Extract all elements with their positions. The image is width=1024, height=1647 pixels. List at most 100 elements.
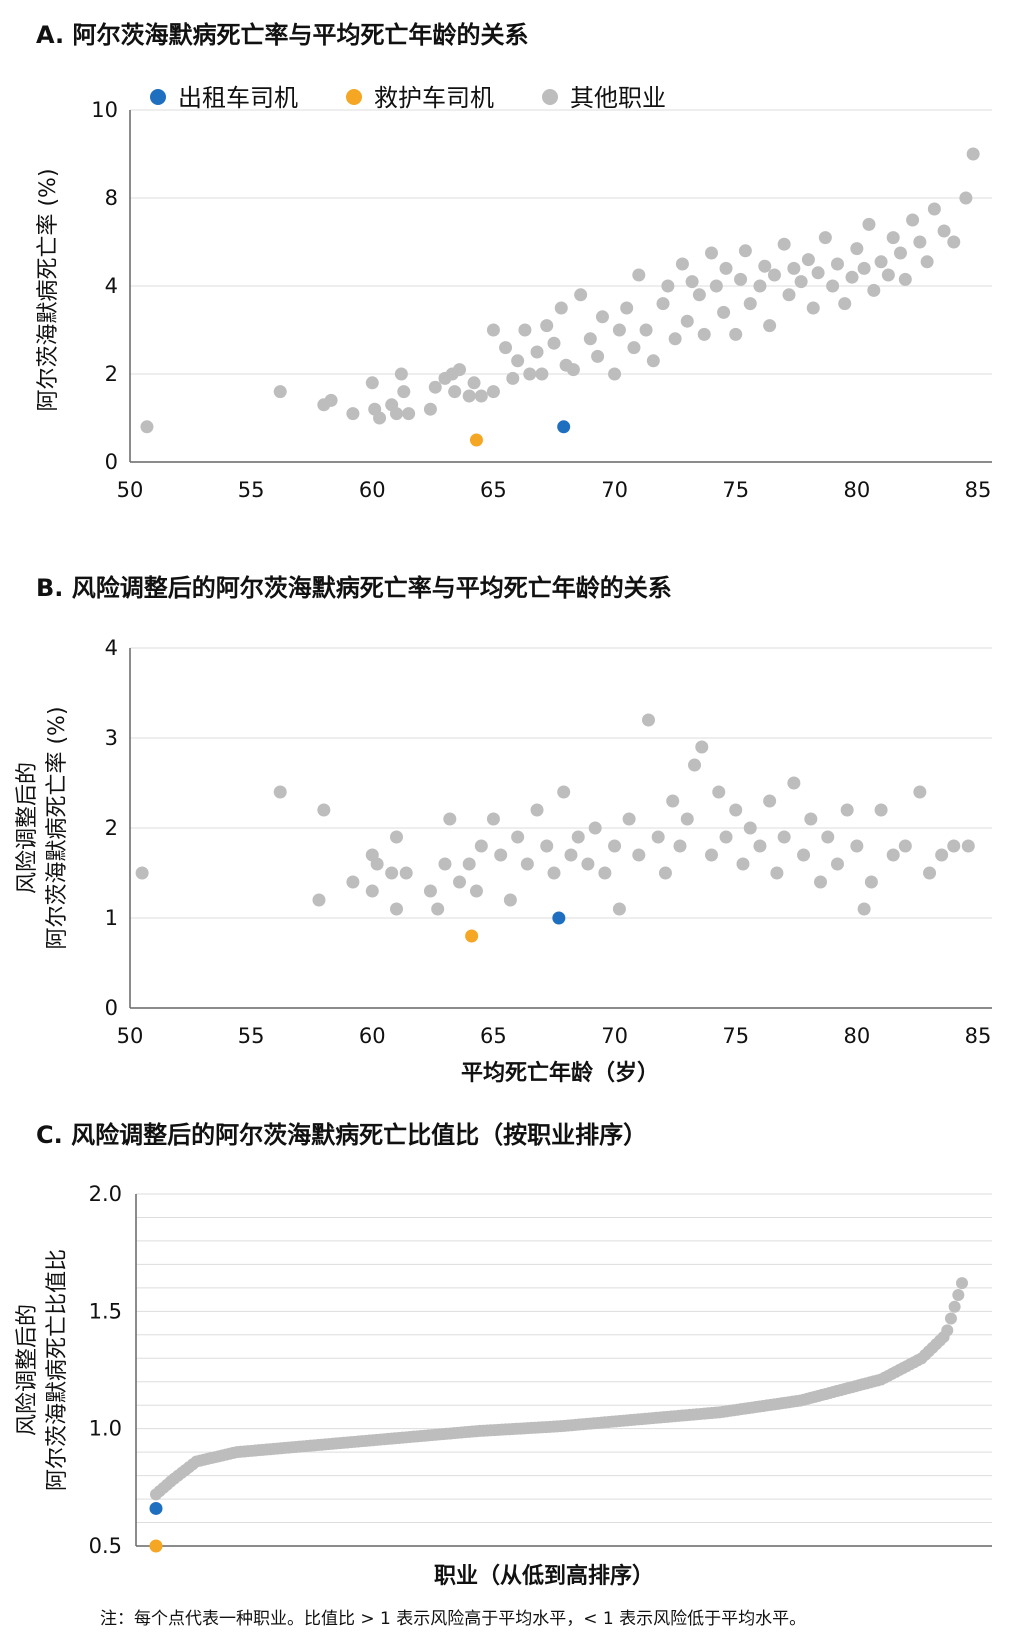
panel-a-point-other: [547, 336, 561, 350]
panel-b-point-other: [658, 866, 672, 880]
panel-b-point-other: [494, 848, 508, 862]
panel-a-x-tick: 85: [965, 478, 992, 502]
panel-a-point-other: [959, 191, 973, 205]
panel-c-title: C. 风险调整后的阿尔茨海默病死亡比值比（按职业排序）: [36, 1121, 647, 1149]
panel-a-point-other: [506, 371, 520, 385]
legend-marker: [150, 89, 166, 105]
panel-b-point-other: [135, 866, 149, 880]
panel-b-x-axis-label: 平均死亡年龄（岁）: [461, 1060, 659, 1086]
panel-b-point-other: [423, 884, 437, 898]
panel-b-point-other: [622, 812, 636, 826]
panel-a-point-other: [583, 332, 597, 346]
panel-b-point-other: [770, 866, 784, 880]
panel-a-point-other: [838, 297, 852, 311]
panel-a-point-other: [709, 279, 723, 293]
panel-a-y-axis-label: 阿尔茨海默病死亡率 (%): [36, 168, 61, 411]
panel-c-point-other: [948, 1300, 961, 1313]
panel-a-point-other: [523, 367, 537, 381]
panel-c-y-tick: 1.5: [89, 1299, 122, 1323]
panel-a-point-other: [734, 272, 748, 286]
panel-a-y-tick: 0: [105, 450, 118, 474]
panel-a-point-other: [818, 231, 832, 245]
panel-c-point-taxi: [149, 1501, 163, 1515]
panel-b-y-tick: 4: [105, 636, 118, 660]
panel-b-point-other: [462, 857, 476, 871]
panel-b-point-other: [898, 839, 912, 853]
panel-b-point-other: [673, 839, 687, 853]
panel-b-point-other: [632, 848, 646, 862]
panel-a-point-other: [535, 367, 549, 381]
panel-b: B. 风险调整后的阿尔茨海默病死亡率与平均死亡年龄的关系 0 1 2 3 4 50 55 60…: [15, 574, 992, 1086]
panel-a: A. 阿尔茨海默病死亡率与平均死亡年龄的关系 0 2 4 8 10 50 55 60 65 70 7…: [36, 21, 992, 502]
panel-b-point-other: [443, 812, 457, 826]
panel-a-point-other: [394, 367, 408, 381]
panel-a-point-other: [486, 323, 500, 337]
panel-b-point-other: [804, 812, 818, 826]
panel-c-y-axis-label-line2: 阿尔茨海默病死亡比值比: [45, 1249, 70, 1491]
panel-c-x-axis-label: 职业（从低到高排序）: [434, 1563, 654, 1589]
panel-b-point-other: [923, 866, 937, 880]
panel-b-x-tick: 70: [601, 1024, 628, 1048]
panel-b-point-other: [736, 857, 750, 871]
panel-a-point-other: [719, 261, 733, 275]
panel-b-point-other: [864, 875, 878, 889]
panel-b-point-other: [777, 830, 791, 844]
panel-b-x-tick: 85: [965, 1024, 992, 1048]
legend-label: 其他职业: [570, 84, 666, 112]
panel-a-point-other: [697, 327, 711, 341]
panel-a-point-other: [511, 354, 525, 368]
panel-a-point-other: [777, 237, 791, 251]
panel-b-point-ambulance: [465, 929, 479, 943]
panel-a-x-tick: 65: [480, 478, 507, 502]
panel-a-point-other: [743, 297, 757, 311]
panel-a-point-other: [704, 246, 718, 260]
panel-b-point-other: [947, 839, 961, 853]
panel-a-point-other: [646, 354, 660, 368]
panel-c: C. 风险调整后的阿尔茨海默病死亡比值比（按职业排序） 0.5 1.0 1.5 2.0…: [15, 1121, 992, 1589]
panel-a-point-other: [685, 275, 699, 289]
panel-a-y-tick: 4: [105, 274, 118, 298]
panel-a-point-other: [530, 345, 544, 359]
panel-b-point-other: [312, 893, 326, 907]
panel-b-point-other: [763, 794, 777, 808]
panel-a-point-other: [692, 288, 706, 302]
panel-a-point-other: [794, 275, 808, 289]
panel-c-point-other: [952, 1288, 965, 1301]
panel-a-point-other: [811, 266, 825, 280]
panel-a-point-other: [486, 385, 500, 399]
panel-a-point-other: [612, 323, 626, 337]
panel-b-point-other: [503, 893, 517, 907]
panel-a-point-other: [453, 363, 467, 377]
panel-b-point-other: [743, 821, 757, 835]
panel-a-point-other: [639, 323, 653, 337]
panel-a-y-tick: 10: [91, 98, 118, 122]
panel-b-point-other: [850, 839, 864, 853]
panel-a-point-other: [937, 224, 951, 238]
panel-b-point-other: [830, 857, 844, 871]
panel-a-point-other: [656, 297, 670, 311]
panel-a-y-tick: 8: [105, 186, 118, 210]
panel-b-point-other: [547, 866, 561, 880]
panel-a-point-other: [787, 261, 801, 275]
panel-b-point-other: [530, 803, 544, 817]
panel-a-point-other: [729, 327, 743, 341]
panel-a-point-other: [324, 393, 338, 407]
panel-a-x-tick: 55: [238, 478, 265, 502]
panel-b-point-other: [390, 902, 404, 916]
panel-b-y-tick: 2: [105, 816, 118, 840]
panel-b-point-other: [540, 839, 554, 853]
panel-b-point-other: [857, 902, 871, 916]
panel-a-point-other: [365, 376, 379, 390]
panel-b-point-other: [438, 857, 452, 871]
panel-b-point-other: [598, 866, 612, 880]
panel-a-point-other: [595, 310, 609, 324]
panel-b-point-other: [612, 902, 626, 916]
panel-a-point-other: [462, 389, 476, 403]
panel-a-point-other: [402, 407, 416, 421]
panel-a-point-other: [680, 314, 694, 328]
panel-b-y-axis-label-line2: 阿尔茨海默病死亡率 (%): [45, 706, 70, 949]
panel-b-point-other: [390, 830, 404, 844]
panel-a-point-other: [140, 420, 154, 434]
panel-a-y-tick: 2: [105, 362, 118, 386]
panel-a-point-other: [518, 323, 532, 337]
